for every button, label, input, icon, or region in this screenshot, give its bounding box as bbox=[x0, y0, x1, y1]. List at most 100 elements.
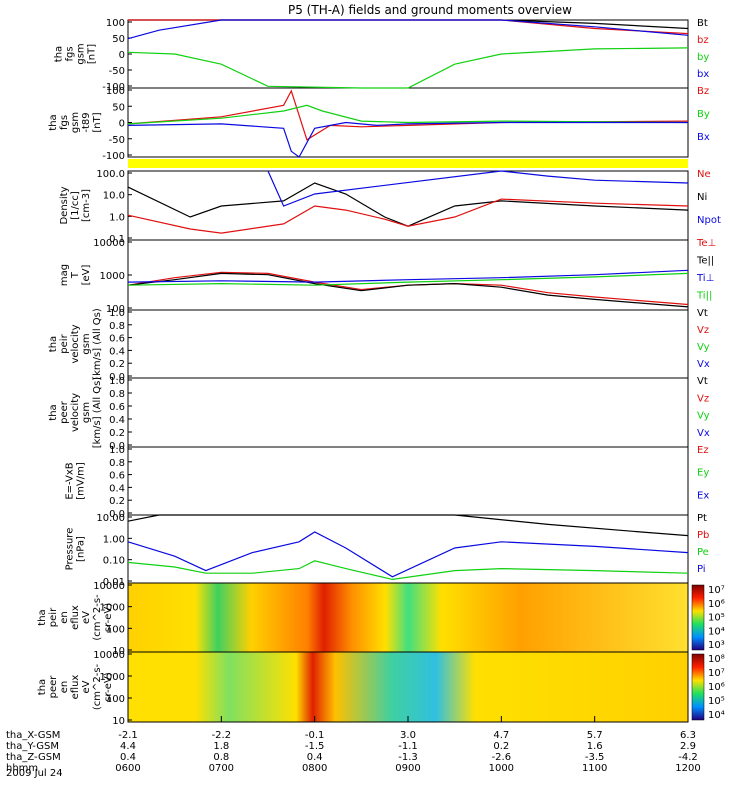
series-bx bbox=[127, 19, 689, 40]
panel-pressure: 10.00 1.00 0.10 0.01 Pressure [nPa] Pt Pb Pe Pi bbox=[65, 513, 710, 588]
axis-row-value: 1.8 bbox=[213, 741, 229, 752]
axis-row-value: 3.0 bbox=[400, 730, 416, 741]
panel-fgs_dc: 100 50 0 -50 -100 tha fgs gsm -t89 [nT] Bz By Bx bbox=[48, 86, 710, 162]
y-axis-label: E=-VxB bbox=[65, 462, 76, 499]
y-axis-label: mag bbox=[59, 264, 70, 286]
axis-row-value: 1.6 bbox=[587, 741, 603, 752]
legend-entry: Vy bbox=[697, 411, 710, 422]
series-Pi bbox=[127, 531, 689, 578]
y-tick-label: -100 bbox=[102, 82, 125, 93]
y-tick-label: 1.0 bbox=[109, 212, 125, 223]
legend-entry: Vt bbox=[697, 376, 708, 387]
axis-row-value: 4.7 bbox=[493, 730, 509, 741]
y-tick-label: 1.0 bbox=[109, 445, 125, 456]
y-tick-label: 1.0 bbox=[109, 308, 125, 319]
legend-entry: Pi bbox=[697, 564, 706, 575]
y-tick-label: 0.4 bbox=[109, 346, 125, 357]
panel-frame bbox=[127, 446, 689, 516]
y-tick-label: 0.8 bbox=[109, 389, 125, 400]
legend-entry: Te⊥ bbox=[696, 238, 716, 249]
legend-entry: bx bbox=[697, 69, 709, 80]
legend-entry: Vx bbox=[697, 428, 710, 439]
y-tick-label: -100 bbox=[102, 151, 125, 162]
y-axis-label: tha bbox=[48, 336, 59, 352]
series-group-density bbox=[127, 170, 689, 234]
y-tick-label: 100 bbox=[106, 304, 125, 315]
y-axis-label: tha bbox=[54, 46, 65, 62]
y-tick-label: 100 bbox=[106, 624, 125, 635]
plot-title: P5 (TH-A) fields and ground moments over… bbox=[288, 3, 572, 17]
legend-entry: Bz bbox=[697, 86, 709, 97]
y-axis-label: tha bbox=[37, 679, 48, 695]
y-tick-label: 100.0 bbox=[96, 169, 125, 180]
y-tick-label: 50 bbox=[112, 102, 125, 113]
y-tick-label: 0.0 bbox=[109, 441, 125, 452]
y-tick-label: 0.8 bbox=[109, 321, 125, 332]
axis-row-label: tha_Z-GSM bbox=[6, 752, 61, 763]
y-tick-label: 10000 bbox=[93, 581, 125, 592]
panel-vi: 1.0 0.8 0.60.4 0.2 0.0 tha peir velocity gsm [km/… bbox=[48, 308, 710, 383]
y-axis-label: sr-eV) bbox=[103, 603, 114, 632]
y-axis-label: tha bbox=[37, 609, 48, 625]
y-axis-label: [cm-3] bbox=[81, 189, 92, 222]
y-axis-label: [nPa] bbox=[76, 536, 87, 562]
colorbar-label: 10⁷ bbox=[708, 668, 725, 679]
quality-bar bbox=[128, 159, 688, 168]
series-Ti⊥ bbox=[127, 269, 689, 283]
panel-ve: 1.0 0.8 0.6 0.4 0.2 0.0 tha peer velocity gsm [km/… bbox=[48, 376, 710, 452]
series-Te|| bbox=[127, 272, 689, 308]
legend-entry: Ni bbox=[697, 192, 707, 203]
axis-row-value: 1100 bbox=[582, 763, 607, 774]
axis-row-label: tha_X-GSM bbox=[6, 730, 60, 741]
y-axis-label: velocity bbox=[70, 393, 81, 432]
y-axis-label: gsm bbox=[81, 333, 92, 354]
y-tick-label: 10.0 bbox=[103, 191, 125, 202]
y-axis-label: [km/s] (All Qs) bbox=[92, 377, 103, 449]
colorbar-label: 10³ bbox=[708, 640, 725, 651]
y-axis-label: [nT] bbox=[87, 44, 98, 64]
axis-row-label: hhmm bbox=[6, 763, 38, 774]
y-axis-label: gsm bbox=[76, 43, 87, 64]
axis-row-value: 0.4 bbox=[120, 752, 136, 763]
axis-row-value: -0.1 bbox=[305, 730, 325, 741]
y-axis-label: T bbox=[70, 271, 81, 279]
y-axis-label: sr-eV) bbox=[103, 672, 114, 701]
y-tick-label: -50 bbox=[109, 135, 125, 146]
y-axis-label: Density bbox=[59, 186, 70, 224]
y-tick-label: 1.00 bbox=[103, 534, 125, 545]
colorbar-label: 10⁸ bbox=[708, 654, 725, 665]
y-tick-label: 10.00 bbox=[96, 513, 125, 524]
y-tick-label: 0.6 bbox=[109, 471, 125, 482]
y-axis-label: gsm bbox=[81, 402, 92, 423]
series-Npot bbox=[267, 170, 689, 207]
y-tick-label: 10000 bbox=[93, 238, 125, 249]
spectrogram bbox=[128, 583, 688, 652]
y-axis-label: peer bbox=[48, 675, 59, 699]
series-by bbox=[127, 47, 689, 89]
y-tick-label: 0.2 bbox=[109, 428, 125, 439]
y-axis-label: peer bbox=[59, 400, 70, 424]
legend-entry: Vx bbox=[697, 359, 710, 370]
colorbar-label: 10⁴ bbox=[708, 710, 725, 721]
legend-entry: Vz bbox=[697, 393, 709, 404]
y-axis-label: peir bbox=[48, 607, 59, 627]
y-tick-label: 1000 bbox=[100, 271, 125, 282]
y-axis-label: tha bbox=[48, 114, 59, 130]
series-group-temp bbox=[127, 269, 689, 308]
y-tick-label: 0.10 bbox=[103, 556, 125, 567]
y-tick-label: -50 bbox=[109, 66, 125, 77]
y-axis-label: -t89 bbox=[81, 112, 92, 132]
y-tick-label: 0.0 bbox=[109, 372, 125, 383]
legend-entry: By bbox=[697, 109, 710, 120]
y-tick-label: 10 bbox=[112, 646, 125, 657]
y-tick-label: 0.4 bbox=[109, 415, 125, 426]
y-tick-label: 1000 bbox=[100, 672, 125, 683]
y-tick-label: 100 bbox=[106, 18, 125, 29]
y-axis-label: (cm^2-s- bbox=[92, 663, 103, 710]
y-tick-label: 0.0 bbox=[109, 509, 125, 520]
axis-row-value: 1000 bbox=[489, 763, 514, 774]
axis-row-value: 2.9 bbox=[680, 741, 696, 752]
y-tick-label: 0.6 bbox=[109, 334, 125, 345]
y-tick-label: 0 bbox=[119, 50, 125, 61]
